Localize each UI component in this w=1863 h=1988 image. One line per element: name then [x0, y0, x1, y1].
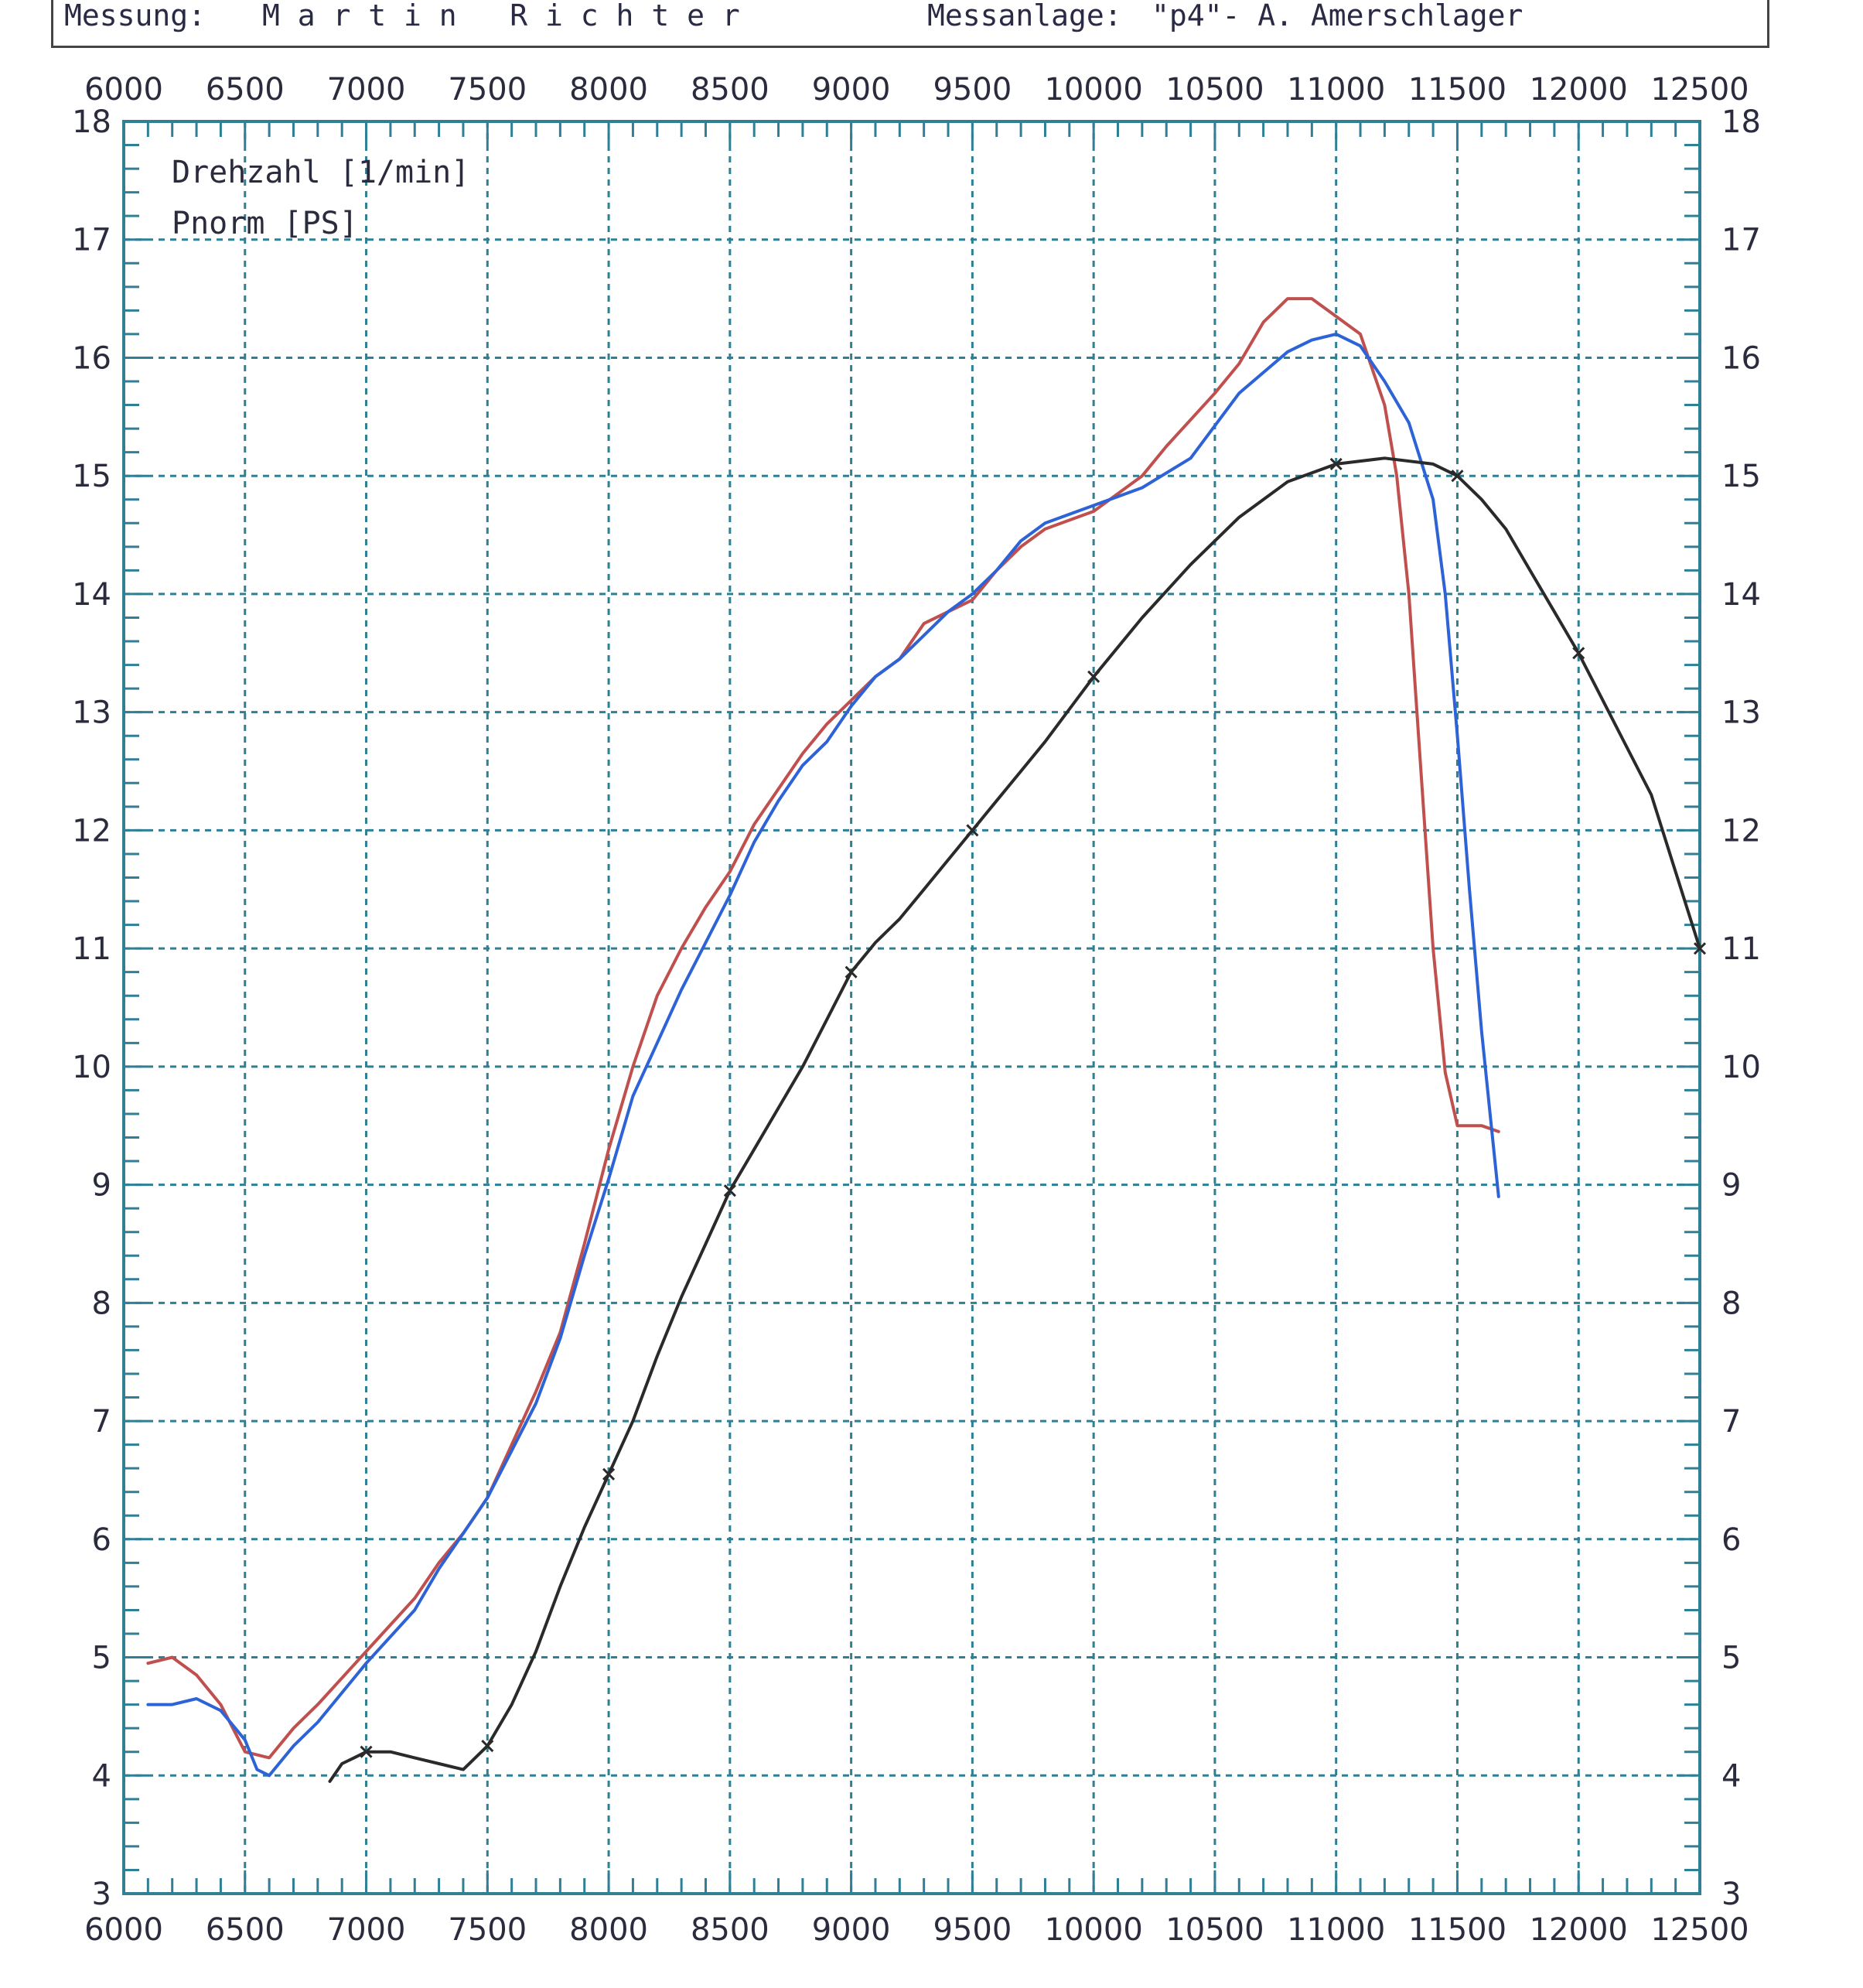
y-tick-label-left: 14	[72, 577, 111, 613]
y-tick-label-left: 17	[72, 223, 111, 258]
y-tick-label-left: 4	[92, 1758, 111, 1794]
x-tick-label-top: 11500	[1408, 72, 1506, 108]
x-tick-label-bottom: 9500	[933, 1912, 1012, 1948]
y-tick-label-right: 17	[1721, 223, 1761, 258]
series-line-2	[146, 332, 1500, 1778]
y-tick-label-left: 3	[92, 1877, 111, 1912]
y-tick-label-left: 11	[72, 931, 111, 967]
y-tick-label-right: 6	[1721, 1522, 1741, 1558]
data-point-marker	[966, 824, 979, 837]
y-tick-label-left: 6	[92, 1522, 111, 1558]
y-tick-label-right: 4	[1721, 1758, 1741, 1794]
y-tick-label-right: 8	[1721, 1286, 1741, 1321]
x-tick-label-bottom: 9000	[812, 1912, 891, 1948]
y-tick-label-right: 7	[1721, 1404, 1741, 1440]
plot-frame	[122, 120, 1701, 1895]
x-tick-label-top: 7500	[448, 72, 527, 108]
x-tick-label-top: 8500	[691, 72, 769, 108]
x-tick-label-top: 10000	[1045, 72, 1143, 108]
y-tick-label-left: 16	[72, 340, 111, 376]
facility-value: "p4"- A. Amerschlager	[1152, 0, 1523, 32]
data-point-marker	[1572, 647, 1585, 660]
measurement-label: Messung:	[64, 0, 206, 32]
x-tick-label-bottom: 8500	[691, 1912, 769, 1948]
series-line-1	[146, 297, 1500, 1760]
x-tick-label-top: 12500	[1650, 72, 1749, 108]
y-tick-label-left: 10	[72, 1050, 111, 1085]
measurement-value: M a r t i n R i c h t e r	[262, 0, 740, 32]
y-tick-label-right: 14	[1721, 577, 1761, 613]
data-point-marker	[481, 1740, 494, 1753]
data-point-marker	[723, 1184, 736, 1197]
x-tick-label-bottom: 7500	[448, 1912, 527, 1948]
x-tick-label-top: 11000	[1287, 72, 1385, 108]
data-point-marker	[1451, 470, 1464, 483]
x-tick-label-top: 8000	[569, 72, 648, 108]
x-tick-label-bottom: 7000	[327, 1912, 406, 1948]
data-point-marker	[1087, 670, 1100, 683]
y-tick-label-right: 12	[1721, 813, 1761, 849]
x-tick-label-bottom: 12000	[1530, 1912, 1628, 1948]
x-tick-label-bottom: 10500	[1165, 1912, 1264, 1948]
legend: Drehzahl [1/min] Pnorm [PS]	[172, 155, 469, 241]
x-tick-label-top: 12000	[1530, 72, 1628, 108]
y-tick-label-left: 9	[92, 1168, 111, 1204]
y-tick-label-right: 9	[1721, 1168, 1741, 1204]
x-tick-label-top: 9500	[933, 72, 1012, 108]
x-tick-label-bottom: 11500	[1408, 1912, 1506, 1948]
legend-label-drehzahl: Drehzahl [1/min]	[172, 155, 469, 190]
data-point-marker	[1329, 457, 1343, 470]
tick-labels: 6000 6000 6500 6500 7000 7000 7500 7500 8000 8000…	[72, 72, 1761, 1948]
data-point-marker	[602, 1467, 616, 1481]
x-tick-label-bottom: 8000	[569, 1912, 648, 1948]
y-tick-label-left: 12	[72, 813, 111, 849]
data-point-marker	[360, 1745, 373, 1758]
data-point-marker	[1693, 942, 1707, 955]
y-tick-label-left: 7	[92, 1404, 111, 1440]
legend-label-pnorm: Pnorm [PS]	[172, 206, 358, 241]
y-tick-label-right: 18	[1721, 104, 1761, 140]
x-tick-label-bottom: 6500	[206, 1912, 285, 1948]
x-tick-label-top: 9000	[812, 72, 891, 108]
x-tick-label-bottom: 10000	[1045, 1912, 1143, 1948]
y-tick-label-left: 8	[92, 1286, 111, 1321]
x-tick-label-bottom: 11000	[1287, 1912, 1385, 1948]
data-point-marker	[844, 965, 858, 979]
x-tick-label-bottom: 6000	[84, 1912, 163, 1948]
y-tick-label-right: 15	[1721, 459, 1761, 494]
series-line-3	[328, 456, 1701, 1783]
grid	[124, 121, 1700, 1894]
y-tick-label-left: 18	[72, 104, 111, 140]
y-tick-label-left: 5	[92, 1641, 111, 1676]
y-tick-label-right: 5	[1721, 1641, 1741, 1676]
facility-label: Messanlage:	[927, 0, 1122, 32]
y-tick-label-right: 3	[1721, 1877, 1741, 1912]
y-tick-label-right: 16	[1721, 340, 1761, 376]
y-tick-label-right: 11	[1721, 931, 1761, 967]
x-tick-label-top: 6000	[84, 72, 163, 108]
y-tick-label-left: 13	[72, 695, 111, 731]
y-tick-label-left: 15	[72, 459, 111, 494]
y-tick-label-right: 10	[1721, 1050, 1761, 1085]
x-tick-label-top: 6500	[206, 72, 285, 108]
series-lines	[146, 297, 1707, 1783]
x-tick-label-top: 7000	[327, 72, 406, 108]
x-tick-label-bottom: 12500	[1650, 1912, 1749, 1948]
y-tick-label-right: 13	[1721, 695, 1761, 731]
tick-marks	[122, 120, 1701, 1895]
x-tick-label-top: 10500	[1165, 72, 1264, 108]
measurement-header: Messung: M a r t i n R i c h t e r Messa…	[51, 0, 1769, 48]
